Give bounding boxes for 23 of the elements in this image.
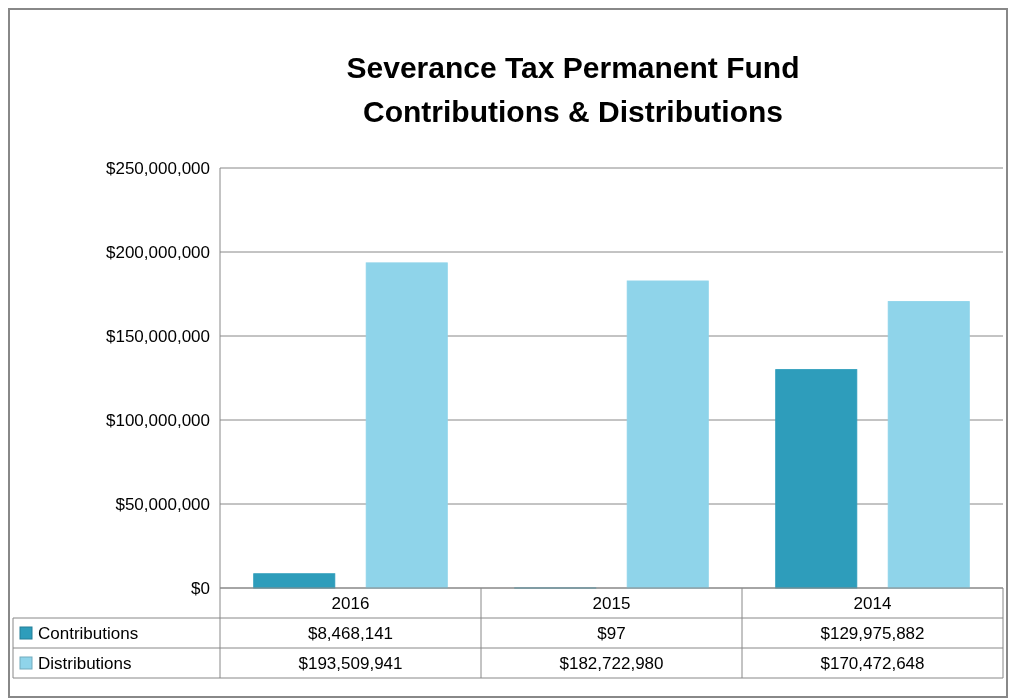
bar [626,280,709,589]
x-tick-label: 2014 [853,593,892,613]
data-label: $8,468,141 [307,623,394,643]
bar [775,369,858,589]
bar [365,262,448,589]
chart-title: Severance Tax Permanent Fund Contributions & Distributions [346,51,800,128]
bar [887,301,970,589]
bar [253,573,336,589]
y-tick-label: $50,000,000 [115,494,210,514]
x-tick-label: 2015 [592,593,631,613]
legend-label: Distributions [38,653,132,673]
x-tick-label: 2016 [331,593,370,613]
y-tick-label: $200,000,000 [106,242,210,262]
data-label: $193,509,941 [298,653,403,673]
y-tick-label: $150,000,000 [106,326,210,346]
y-tick-label: $100,000,000 [106,410,210,430]
data-label: $170,472,648 [820,653,925,673]
data-label: $129,975,882 [820,623,925,643]
y-tick-label: $250,000,000 [106,158,210,178]
data-label: $97 [597,623,626,643]
legend-label: Contributions [38,623,139,643]
y-tick-label: $0 [191,578,210,598]
data-label: $182,722,980 [559,653,664,673]
